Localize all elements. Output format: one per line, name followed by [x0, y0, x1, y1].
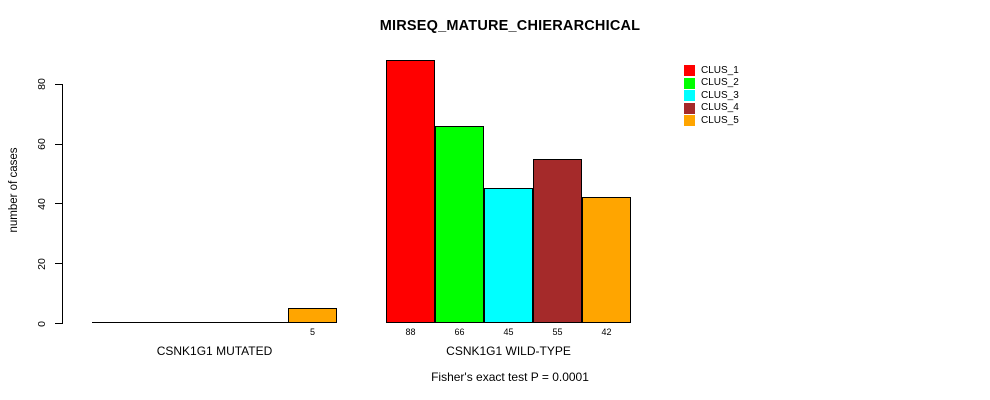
y-axis-tick-label: 40: [36, 198, 48, 210]
bar-value-label: 66: [454, 327, 465, 337]
bar-clus_1: [386, 60, 435, 323]
bar-clus_4: [533, 159, 582, 323]
legend-label: CLUS_1: [701, 64, 739, 76]
legend-item-clus_2: CLUS_2: [684, 77, 804, 89]
legend-swatch-clus_1: [684, 65, 695, 76]
legend-swatch-clus_4: [684, 102, 695, 114]
y-axis-tick-label: 60: [36, 138, 48, 150]
y-axis-tick-label: 80: [36, 78, 48, 91]
legend-label: CLUS_2: [701, 77, 739, 88]
legend-label: CLUS_3: [701, 89, 739, 101]
bar-clus_1-zero: [92, 322, 141, 323]
legend-item-clus_3: CLUS_3: [684, 89, 804, 101]
legend-swatch-clus_2: [684, 77, 695, 89]
legend: CLUS_1 CLUS_2 CLUS_3 CLUS_4 CLUS_5: [684, 64, 804, 134]
bar-clus_5: [582, 197, 631, 323]
legend-label: CLUS_5: [701, 114, 739, 126]
bar-value-label: 55: [552, 327, 563, 337]
legend-swatch-clus_3: [684, 90, 695, 101]
group-label: CSNK1G1 WILD-TYPE: [446, 344, 571, 358]
y-axis-tick-label: 0: [36, 320, 48, 327]
legend-swatch-clus_5: [684, 115, 695, 126]
legend-label: CLUS_4: [701, 102, 739, 113]
chart-title: MIRSEQ_MATURE_CHIERARCHICAL: [379, 18, 641, 34]
bar-clus_2: [435, 126, 484, 323]
bar-clus_3: [484, 188, 533, 323]
bar-clus_4-zero: [239, 322, 288, 323]
y-axis-line: [62, 83, 63, 324]
bar-value-label: 45: [503, 327, 514, 337]
legend-item-clus_5: CLUS_5: [684, 114, 804, 126]
bar-value-label: 42: [601, 327, 612, 337]
bar-value-label: 88: [405, 327, 416, 337]
y-axis-tick: [55, 203, 62, 205]
fisher-test-annotation: Fisher's exact test P = 0.0001: [431, 370, 589, 384]
y-axis-tick: [55, 143, 62, 145]
bar-clus_5: [288, 308, 337, 323]
y-axis-tick-label: 20: [36, 257, 48, 270]
bar-clus_3-zero: [190, 322, 239, 323]
legend-item-clus_4: CLUS_4: [684, 102, 804, 114]
y-axis-tick: [55, 83, 62, 85]
y-axis-tick: [55, 323, 62, 324]
bar-value-label: 5: [309, 327, 315, 337]
group-label: CSNK1G1 MUTATED: [156, 344, 273, 358]
bar-clus_2-zero: [141, 322, 190, 323]
y-axis-tick: [55, 263, 62, 265]
legend-item-clus_1: CLUS_1: [684, 64, 804, 76]
